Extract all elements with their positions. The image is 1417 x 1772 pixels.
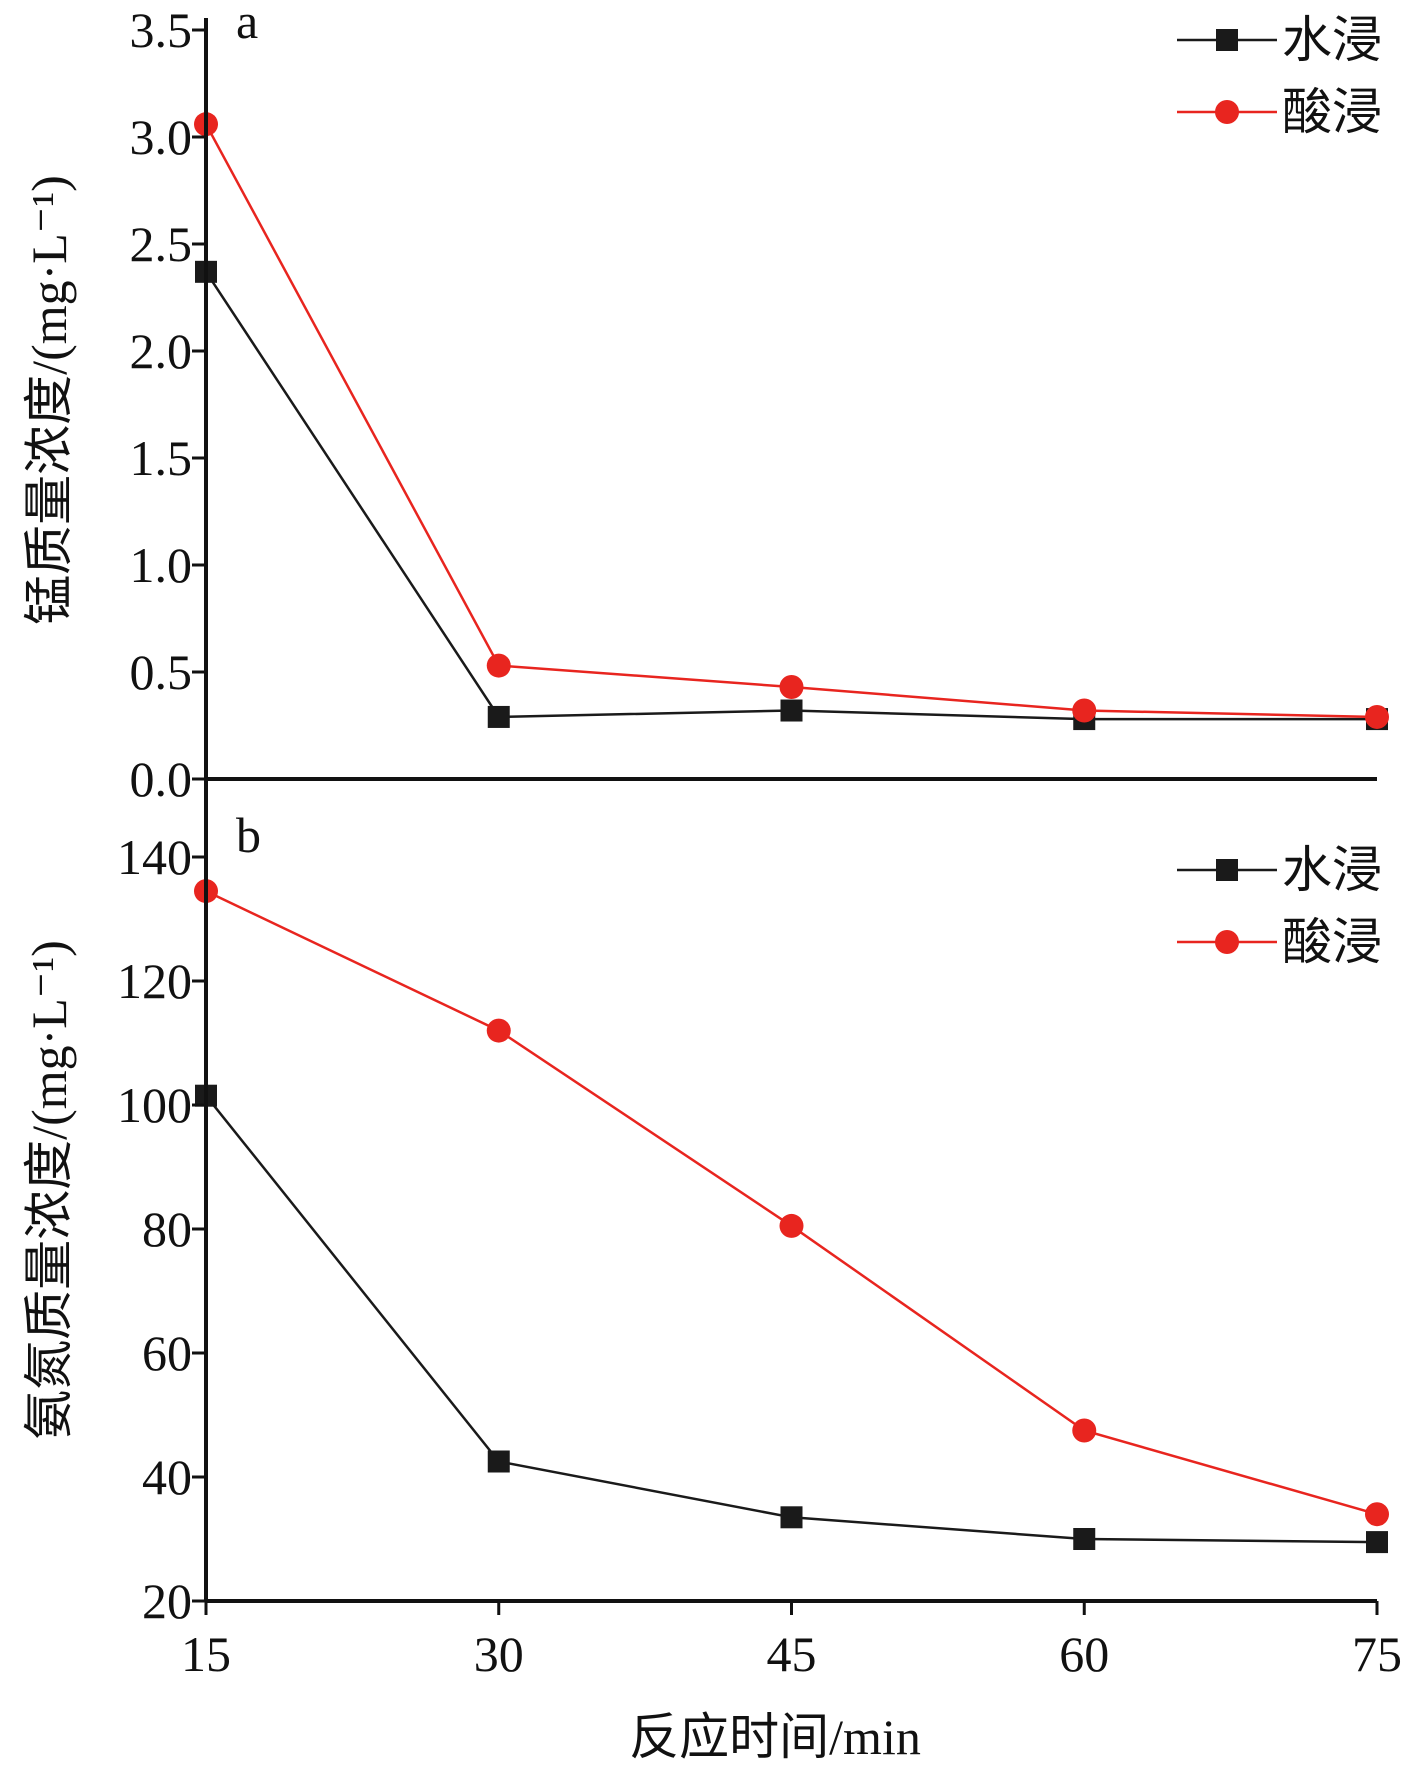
panel-a-y-axis-title: 锰质量浓度/(mg·L⁻¹) xyxy=(21,175,77,625)
panel-b-y-tick-label: 120 xyxy=(117,953,192,1009)
panel-b-y-ticks: 20 40 60 80 100 120 140 xyxy=(117,829,206,1629)
panel-a-y-ticks: 0.0 0.5 1.0 1.5 2.0 2.5 3.0 3.5 xyxy=(130,2,206,807)
panel-b-x-tick-label: 30 xyxy=(474,1626,524,1682)
panel-b-label: b xyxy=(236,807,261,863)
panel-b-y-axis-title: 氨氮质量浓度/(mg·L⁻¹) xyxy=(21,940,77,1440)
panel-a-point xyxy=(1072,698,1097,723)
panel-a-y-tick-label: 2.5 xyxy=(130,216,193,272)
panel-a-y-tick-label: 3.0 xyxy=(130,109,193,165)
panel-a-point xyxy=(486,653,511,678)
panel-b-x-ticks: 15 30 45 60 75 xyxy=(181,1601,1402,1682)
panel-b-point xyxy=(1366,1531,1388,1554)
panel-b-y-tick-label: 60 xyxy=(142,1325,192,1381)
panel-a-y-tick-label: 0.0 xyxy=(130,751,193,807)
panel-a-legend-marker xyxy=(1216,29,1238,51)
panel-a-y-tick-label: 0.5 xyxy=(130,644,193,700)
panel-a-label: a xyxy=(236,0,258,49)
panel-b-legend-label: 酸浸 xyxy=(1282,914,1382,970)
panel-a-plot-area xyxy=(194,112,1389,731)
panel-b-legend-label: 水浸 xyxy=(1282,842,1382,898)
panel-b-point xyxy=(1365,1502,1389,1527)
panel-b-y-tick-label: 140 xyxy=(117,829,192,885)
panel-b-series-line-2 xyxy=(205,889,1378,1516)
panel-a-legend-label: 酸浸 xyxy=(1282,84,1382,140)
panel-a-y-tick-label: 3.5 xyxy=(130,2,193,58)
panel-b: 20 40 60 80 100 120 140 15 30 45 60 75 b 氨氮质量浓度/(m… xyxy=(21,779,1402,1765)
panel-b-y-tick-label: 100 xyxy=(117,1077,192,1133)
panel-a-point xyxy=(780,699,803,722)
panel-a-legend-marker xyxy=(1215,100,1239,124)
x-axis-title: 反应时间/min xyxy=(629,1709,921,1765)
panel-a-legend-label: 水浸 xyxy=(1282,12,1382,68)
panel-b-plot-area xyxy=(194,879,1389,1554)
panel-a-series-line-2 xyxy=(204,123,1378,719)
panel-a-point xyxy=(1365,704,1389,729)
panel-b-x-tick-label: 75 xyxy=(1352,1626,1402,1682)
panel-a: 0.0 0.5 1.0 1.5 2.0 2.5 3.0 3.5 a 锰质量浓度/(mg·L⁻¹… xyxy=(21,0,1389,807)
panel-a-y-tick-label: 2.0 xyxy=(130,323,193,379)
panel-a-point xyxy=(487,705,510,728)
panel-b-legend-marker xyxy=(1215,930,1239,954)
panel-b-x-tick-label: 45 xyxy=(767,1626,817,1682)
panel-b-y-tick-label: 40 xyxy=(142,1449,192,1505)
panel-b-point xyxy=(780,1506,803,1529)
panel-b-x-tick-label: 60 xyxy=(1059,1626,1109,1682)
panel-b-series-line-1 xyxy=(205,1094,1378,1544)
panel-b-y-tick-label: 20 xyxy=(142,1573,192,1629)
panel-b-point xyxy=(486,1018,511,1043)
panel-b-x-tick-label: 15 xyxy=(181,1626,231,1682)
panel-a-y-tick-label: 1.5 xyxy=(130,430,193,486)
panel-a-y-tick-label: 1.0 xyxy=(130,537,193,593)
panel-b-legend-marker xyxy=(1216,859,1238,881)
panel-b-point xyxy=(1073,1528,1096,1550)
panel-b-point xyxy=(487,1450,510,1473)
panel-b-point xyxy=(779,1213,804,1238)
panel-b-point xyxy=(1072,1418,1097,1443)
panel-b-y-tick-label: 80 xyxy=(142,1201,192,1257)
panel-a-series-line-1 xyxy=(204,271,1377,721)
panel-a-point xyxy=(779,674,804,699)
